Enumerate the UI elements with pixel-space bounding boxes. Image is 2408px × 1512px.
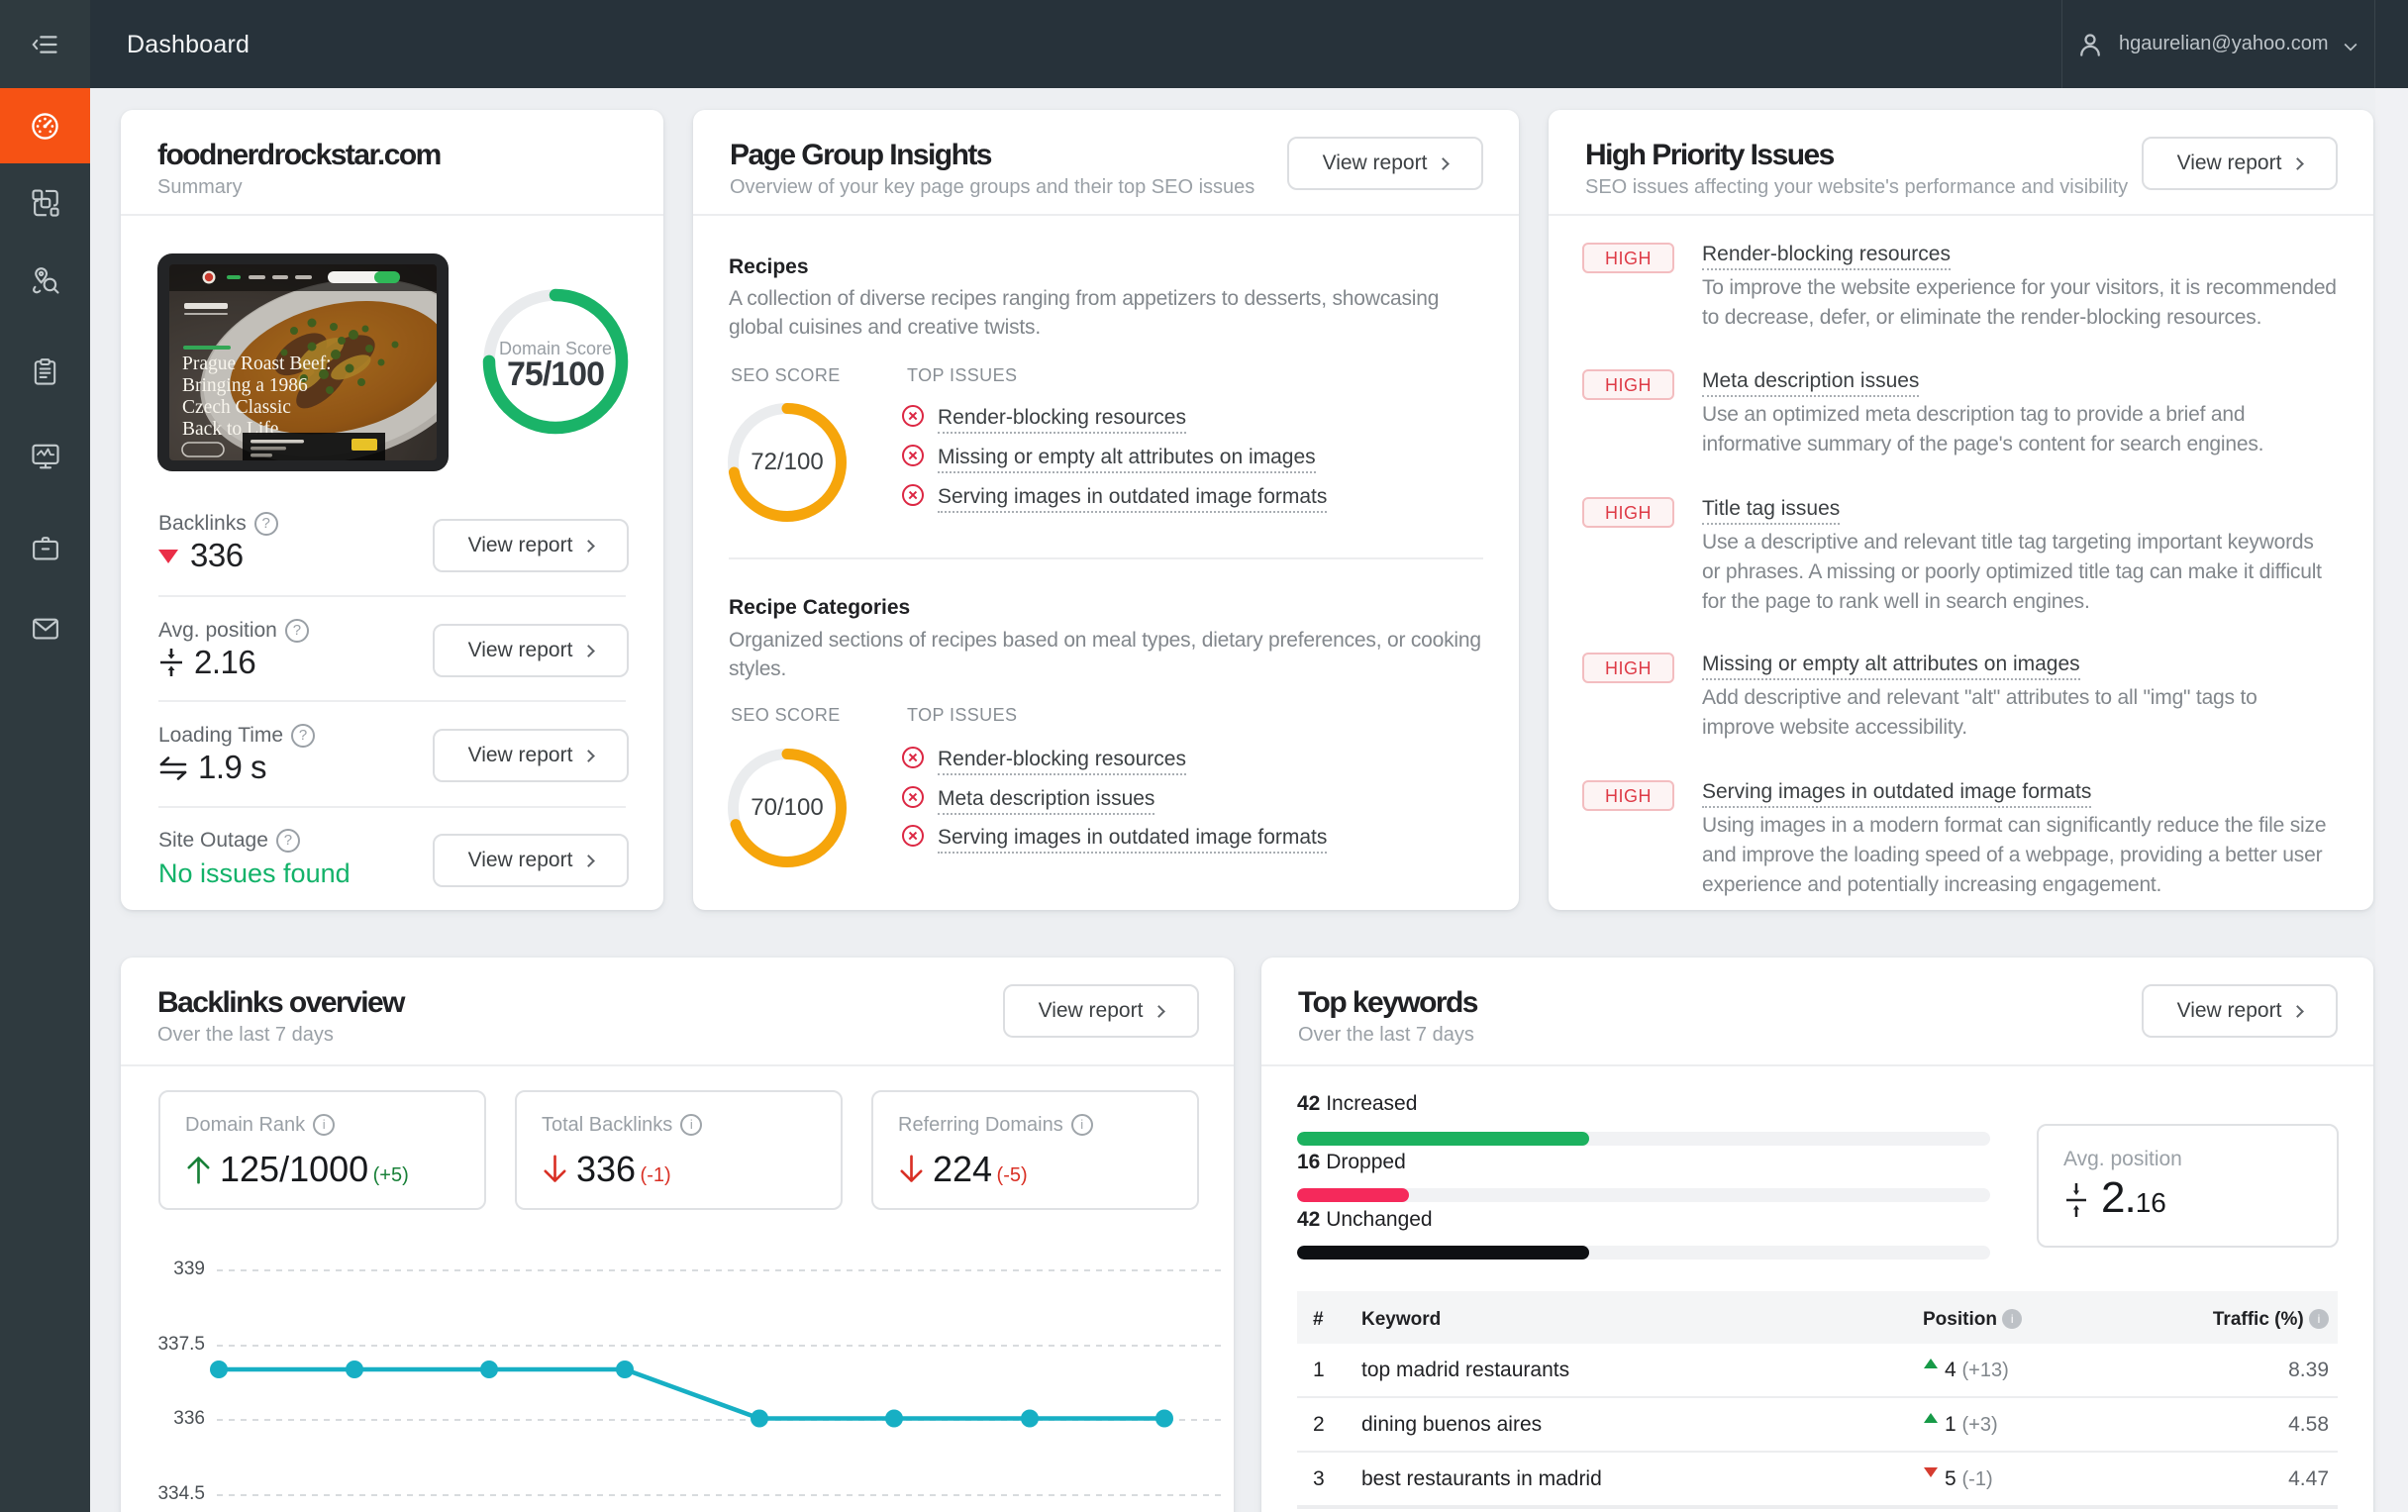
svg-text:Prague Roast Beef:: Prague Roast Beef: [182,353,332,374]
svg-text:Bringing a 1986: Bringing a 1986 [182,375,308,396]
svg-text:Czech Classic: Czech Classic [182,397,291,418]
